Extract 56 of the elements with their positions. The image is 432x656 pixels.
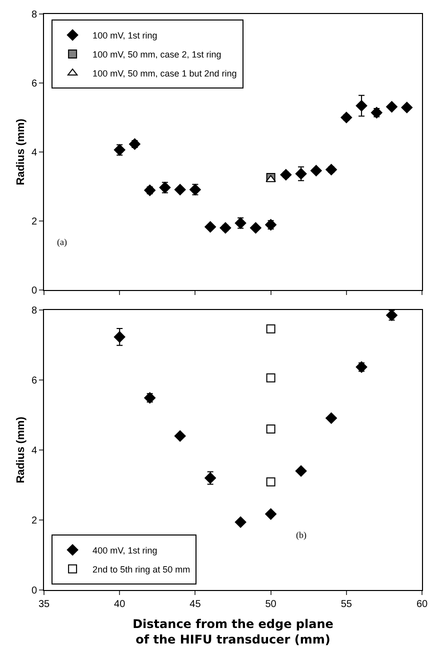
y-tick-label: 4 xyxy=(31,148,38,158)
legend-label: 100 mV, 50 mm, case 2, 1st ring xyxy=(92,50,222,60)
point xyxy=(356,361,368,373)
y-tick-label: 6 xyxy=(31,376,38,386)
y-tick-label: 4 xyxy=(31,446,38,456)
legend-label: 2nd to 5th ring at 50 mm xyxy=(92,564,190,574)
point xyxy=(234,217,246,229)
x-tick-label: 40 xyxy=(114,599,126,610)
point xyxy=(386,101,398,113)
x-tick-label: 35 xyxy=(38,599,50,610)
annotation: (b) xyxy=(296,530,306,540)
x-tick-label: 55 xyxy=(340,599,352,610)
point xyxy=(266,373,276,382)
point xyxy=(234,516,246,528)
point xyxy=(204,472,216,484)
point xyxy=(204,221,216,233)
y-tick-label: 0 xyxy=(31,286,38,296)
point xyxy=(340,112,352,124)
y-tick-label: 2 xyxy=(31,516,38,526)
point xyxy=(326,412,337,424)
point xyxy=(370,106,382,118)
y-tick-label: 2 xyxy=(31,216,38,228)
y-tick-label: 6 xyxy=(31,78,38,90)
legend-label: 400 mV, 1st ring xyxy=(92,545,158,556)
y-axis-title: Radius (mm) xyxy=(15,118,28,186)
point xyxy=(250,222,262,234)
x-axis-title: Distance from the edge plane of the HIFU transducer (mm) xyxy=(132,616,334,646)
annotation: (a) xyxy=(57,237,67,247)
point xyxy=(174,430,186,442)
point xyxy=(265,508,276,520)
x-tick-label: 60 xyxy=(416,599,428,610)
point xyxy=(356,100,368,112)
y-tick-label: 8 xyxy=(31,10,38,20)
point xyxy=(144,184,156,196)
point xyxy=(144,392,156,404)
y-tick-label: 8 xyxy=(31,306,38,316)
point xyxy=(266,477,276,486)
point xyxy=(266,324,276,334)
x-tick-label: 50 xyxy=(265,599,277,610)
legend-label: 100 mV, 50 mm, case 1 but 2nd ring xyxy=(92,68,237,79)
point xyxy=(295,168,307,180)
point xyxy=(295,465,307,477)
y-axis-title: Radius (mm) xyxy=(15,416,28,484)
point xyxy=(174,184,186,196)
point xyxy=(266,424,276,434)
point xyxy=(310,164,322,176)
point xyxy=(326,164,337,176)
point xyxy=(280,169,292,180)
point xyxy=(401,102,413,114)
point xyxy=(114,331,126,343)
point xyxy=(159,182,171,194)
y-tick-label: 0 xyxy=(31,586,38,596)
point xyxy=(114,144,126,156)
point xyxy=(220,222,232,234)
x-tick-label: 45 xyxy=(190,599,202,610)
legend-label: 100 mV, 1st ring xyxy=(92,30,158,41)
